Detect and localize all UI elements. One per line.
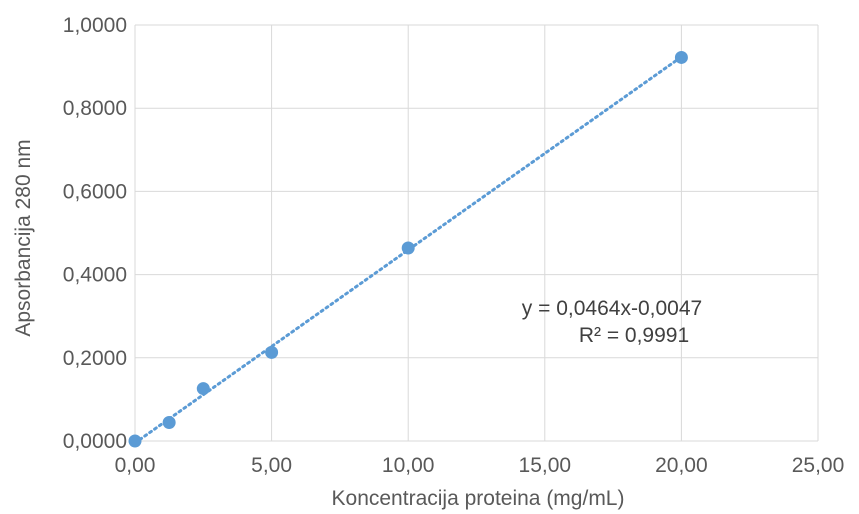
x-axis-title: Koncentracija proteina (mg/mL) <box>332 487 625 510</box>
y-tick-label-3: 0,6000 <box>63 180 127 203</box>
axes <box>134 25 818 442</box>
x-tick-label-0: 0,00 <box>115 454 156 477</box>
y-tick-label-5: 1,0000 <box>63 14 127 37</box>
data-point-1 <box>162 415 176 429</box>
x-tick-label-3: 15,00 <box>519 454 572 477</box>
y-tick-label-0: 0,0000 <box>63 430 127 453</box>
data-point-3 <box>265 345 279 359</box>
data-point-5 <box>674 50 688 64</box>
data-point-2 <box>196 382 210 396</box>
x-tick-label-5: 25,00 <box>792 454 845 477</box>
data-point-0 <box>128 434 142 448</box>
gridlines <box>134 24 819 442</box>
y-tick-label-2: 0,4000 <box>63 264 127 287</box>
trendline-equation: y = 0,0464x-0,0047 <box>522 297 702 320</box>
x-tick-label-4: 20,00 <box>655 454 708 477</box>
y-axis-title: Apsorbancija 280 nm <box>12 139 35 336</box>
y-tick-label-4: 0,8000 <box>63 97 127 120</box>
data-points <box>128 50 688 448</box>
y-tick-labels: 0,0000 0,2000 0,4000 0,6000 0,8000 1,0000 <box>63 14 127 453</box>
x-tick-labels: 0,00 5,00 10,00 15,00 20,00 25,00 <box>115 454 845 477</box>
data-point-4 <box>401 241 415 255</box>
x-tick-label-1: 5,00 <box>251 454 292 477</box>
r-squared-label: R² = 0,9991 <box>579 324 689 347</box>
y-tick-label-1: 0,2000 <box>63 347 127 370</box>
x-tick-label-2: 10,00 <box>382 454 435 477</box>
